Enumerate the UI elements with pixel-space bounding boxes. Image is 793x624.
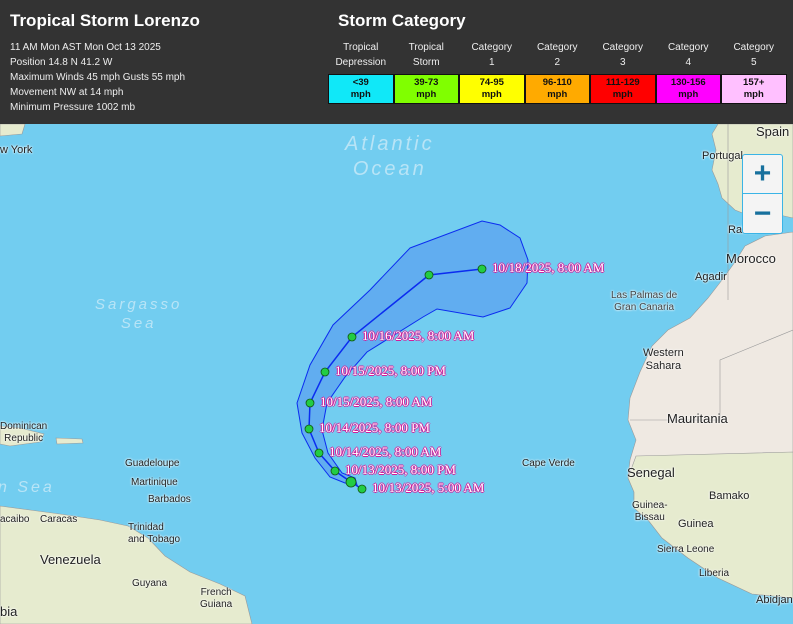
legend-category-label: Tropical Storm <box>408 42 444 68</box>
place-martinique: Martinique <box>131 477 178 488</box>
legend-category-label: Category 5 <box>733 42 775 68</box>
zoom-in-button[interactable]: + <box>743 155 782 194</box>
legend-title: Storm Category <box>338 11 466 30</box>
forecast-cone <box>296 220 529 486</box>
legend-category: Category 1 74-95 mph <box>459 40 525 104</box>
land-hispaniola <box>0 425 45 447</box>
place-sierra-leone: Sierra Leone <box>657 544 715 555</box>
legend-category-label: Category 3 <box>602 42 644 68</box>
legend-category-label: Category 2 <box>536 42 578 68</box>
place-caracas: Caracas <box>40 514 78 525</box>
track-time-label: 10/14/2025, 8:00 AM <box>329 444 442 459</box>
place-abidjan: Abidjan <box>756 594 793 606</box>
place-dominican-republic: Dominican Republic <box>0 421 48 444</box>
place-western-sahara: Western Sahara <box>643 347 684 372</box>
legend-swatch: 111-129 mph <box>590 74 656 104</box>
place-trinidad-tobago: Trinidad and Tobago <box>128 522 181 545</box>
legend-category: Category 4 130-156 mph <box>655 40 721 104</box>
storm-title: Tropical Storm Lorenzo <box>10 11 200 30</box>
place-new-york: w York <box>0 144 33 156</box>
map[interactable]: Atlantic Ocean Sargasso Sea n Sea w York S… <box>0 124 793 624</box>
track-point[interactable] <box>424 270 434 280</box>
track-point[interactable] <box>305 398 315 408</box>
place-guyana: Guyana <box>132 578 168 589</box>
place-liberia: Liberia <box>699 568 730 579</box>
place-mauritania: Mauritania <box>667 411 728 426</box>
forecast-track <box>304 264 487 494</box>
legend-category-label: Category 1 <box>471 42 513 68</box>
track-point[interactable] <box>304 424 314 434</box>
storm-header: Tropical Storm Lorenzo 11 AM Mon AST Mon… <box>0 0 793 124</box>
category-legend: Tropical Depression <39 mph Tropical Storm 39-… <box>328 40 787 104</box>
place-spain: Spain <box>756 124 790 139</box>
position: Position 14.8 N 41.2 W <box>10 57 113 68</box>
min-pressure: Minimum Pressure 1002 mb <box>10 102 136 113</box>
zoom-out-button[interactable]: − <box>753 196 772 230</box>
track-point[interactable] <box>314 448 324 458</box>
track-time-label: 10/13/2025, 5:00 AM <box>372 480 485 495</box>
zoom-control: + − <box>742 154 783 234</box>
land-puerto-rico <box>55 437 84 445</box>
place-morocco: Morocco <box>726 251 776 266</box>
legend-swatch: 130-156 mph <box>655 74 721 104</box>
legend-swatch: 157+ mph <box>721 74 787 104</box>
land-south-america <box>0 505 253 624</box>
legend-category: Category 2 96-110 mph <box>524 40 590 104</box>
track-line <box>308 268 483 490</box>
legend-swatch: 39-73 mph <box>393 74 459 104</box>
legend-swatch: 74-95 mph <box>459 74 525 104</box>
place-guinea: Guinea <box>678 518 714 530</box>
land <box>0 124 793 624</box>
storm-info: 11 AM Mon AST Mon Oct 13 2025 Position 1… <box>10 40 185 115</box>
land-new-york <box>0 124 26 137</box>
track-point[interactable] <box>330 466 340 476</box>
place-bamako: Bamako <box>709 490 750 502</box>
place-barbados: Barbados <box>148 494 191 505</box>
track-point[interactable] <box>320 367 330 377</box>
legend-category-label: Tropical Depression <box>335 42 387 68</box>
track-time-label: 10/18/2025, 8:00 AM <box>492 260 605 275</box>
track-time-label: 10/14/2025, 8:00 PM <box>319 420 430 435</box>
legend-swatch: 96-110 mph <box>524 74 590 104</box>
advisory-time: 11 AM Mon AST Mon Oct 13 2025 <box>10 42 161 53</box>
place-venezuela: Venezuela <box>40 552 101 567</box>
map-canvas <box>0 124 793 624</box>
place-portugal: Portugal <box>702 150 743 162</box>
legend-category-label: Category 4 <box>667 42 709 68</box>
land-sahel <box>627 451 793 599</box>
place-guinea-bissau: Guinea- Bissau <box>632 500 668 523</box>
place-las-palmas: Las Palmas de Gran Canaria <box>611 290 678 313</box>
max-winds: Maximum Winds 45 mph Gusts 55 mph <box>10 72 186 83</box>
legend-swatch: <39 mph <box>328 74 394 104</box>
sea-label-caribbean: n Sea <box>0 479 55 496</box>
track-point[interactable] <box>357 484 367 494</box>
track-time-label: 10/15/2025, 8:00 AM <box>320 394 433 409</box>
legend-category: Tropical Depression <39 mph <box>328 40 394 104</box>
place-cape-verde: Cape Verde <box>522 458 575 469</box>
place-agadir: Agadir <box>695 271 727 283</box>
track-point[interactable] <box>347 332 357 342</box>
movement: Movement NW at 14 mph <box>10 87 124 98</box>
legend-category: Category 3 111-129 mph <box>590 40 656 104</box>
place-guadeloupe: Guadeloupe <box>125 458 180 469</box>
place-french-guiana: French Guiana <box>200 587 233 610</box>
sea-label-sargasso: Sargasso Sea <box>95 296 183 332</box>
track-point[interactable] <box>477 264 487 274</box>
place-senegal: Senegal <box>627 465 675 480</box>
sea-label-atlantic: Atlantic Ocean <box>345 133 435 180</box>
track-time-label: 10/13/2025, 8:00 PM <box>345 462 456 477</box>
track-time-label: 10/15/2025, 8:00 PM <box>335 363 446 378</box>
legend-category: Category 5 157+ mph <box>721 40 787 104</box>
place-colombia: bia <box>0 604 18 619</box>
legend-category: Tropical Storm 39-73 mph <box>393 40 459 104</box>
track-time-label: 10/16/2025, 8:00 AM <box>362 328 475 343</box>
place-maracaibo: acaibo <box>0 514 30 525</box>
track-point[interactable] <box>345 476 357 488</box>
